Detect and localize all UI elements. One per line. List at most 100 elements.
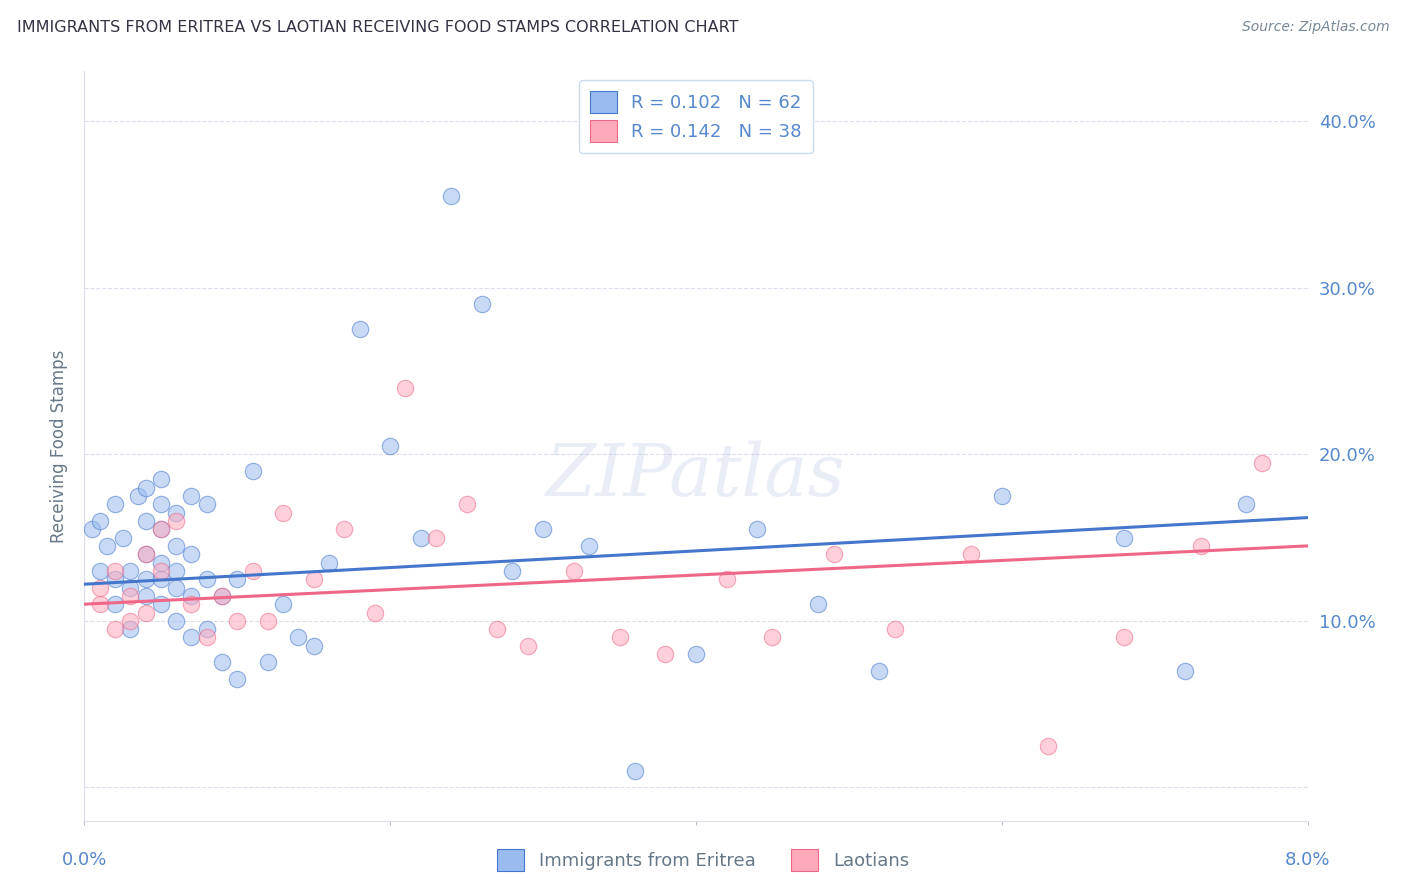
Point [104, 497, 127, 511]
Point [486, 622, 509, 636]
Point [104, 572, 127, 586]
Point [135, 514, 157, 528]
Point [149, 572, 172, 586]
Point [135, 547, 157, 561]
Point [226, 572, 249, 586]
Point [531, 522, 554, 536]
Text: 0.0%: 0.0% [62, 851, 107, 869]
Point [135, 547, 157, 561]
Point [149, 522, 172, 536]
Point [149, 564, 172, 578]
Text: Source: ZipAtlas.com: Source: ZipAtlas.com [1241, 20, 1389, 34]
Y-axis label: Receiving Food Stamps: Receiving Food Stamps [51, 350, 69, 542]
Point [135, 572, 157, 586]
Point [609, 631, 631, 645]
Point [127, 489, 149, 503]
Point [111, 531, 134, 545]
Point [104, 622, 127, 636]
Legend: R = 0.102   N = 62, R = 0.142   N = 38: R = 0.102 N = 62, R = 0.142 N = 38 [579, 80, 813, 153]
Point [1036, 739, 1059, 753]
Point [349, 322, 371, 336]
Point [165, 581, 187, 595]
Point [302, 639, 325, 653]
Point [211, 589, 233, 603]
Point [149, 556, 172, 570]
Point [89, 581, 111, 595]
Point [761, 631, 783, 645]
Point [271, 597, 294, 611]
Point [165, 614, 187, 628]
Point [1189, 539, 1212, 553]
Point [89, 564, 111, 578]
Point [747, 522, 769, 536]
Point [165, 539, 187, 553]
Point [165, 514, 187, 528]
Point [654, 647, 676, 661]
Point [195, 631, 218, 645]
Point [120, 614, 142, 628]
Legend: Immigrants from Eritrea, Laotians: Immigrants from Eritrea, Laotians [489, 842, 917, 879]
Point [257, 656, 280, 670]
Point [104, 564, 127, 578]
Point [257, 614, 280, 628]
Point [242, 564, 264, 578]
Point [364, 606, 387, 620]
Point [89, 514, 111, 528]
Point [440, 189, 463, 203]
Point [807, 597, 830, 611]
Point [333, 522, 356, 536]
Point [165, 506, 187, 520]
Point [302, 572, 325, 586]
Point [226, 614, 249, 628]
Point [960, 547, 983, 561]
Point [1114, 531, 1136, 545]
Point [195, 572, 218, 586]
Point [195, 497, 218, 511]
Point [287, 631, 309, 645]
Point [180, 589, 202, 603]
Point [226, 672, 249, 686]
Text: IMMIGRANTS FROM ERITREA VS LAOTIAN RECEIVING FOOD STAMPS CORRELATION CHART: IMMIGRANTS FROM ERITREA VS LAOTIAN RECEI… [17, 20, 738, 35]
Point [425, 531, 447, 545]
Point [149, 472, 172, 486]
Point [1236, 497, 1258, 511]
Point [991, 489, 1014, 503]
Point [135, 606, 157, 620]
Point [823, 547, 845, 561]
Point [180, 597, 202, 611]
Point [180, 631, 202, 645]
Point [624, 764, 647, 778]
Point [318, 556, 340, 570]
Point [242, 464, 264, 478]
Point [471, 297, 494, 311]
Point [135, 589, 157, 603]
Point [104, 597, 127, 611]
Point [211, 656, 233, 670]
Point [195, 622, 218, 636]
Point [135, 481, 157, 495]
Point [716, 572, 738, 586]
Point [1250, 456, 1272, 470]
Point [180, 547, 202, 561]
Point [1174, 664, 1197, 678]
Point [502, 564, 524, 578]
Point [1114, 631, 1136, 645]
Point [165, 564, 187, 578]
Point [578, 539, 600, 553]
Point [516, 639, 538, 653]
Point [685, 647, 707, 661]
Point [149, 522, 172, 536]
Point [120, 589, 142, 603]
Point [869, 664, 891, 678]
Point [883, 622, 905, 636]
Point [394, 381, 416, 395]
Point [409, 531, 432, 545]
Point [80, 522, 103, 536]
Point [89, 597, 111, 611]
Point [149, 597, 172, 611]
Point [180, 489, 202, 503]
Point [120, 581, 142, 595]
Point [149, 497, 172, 511]
Point [456, 497, 478, 511]
Text: ZIPatlas: ZIPatlas [546, 441, 846, 511]
